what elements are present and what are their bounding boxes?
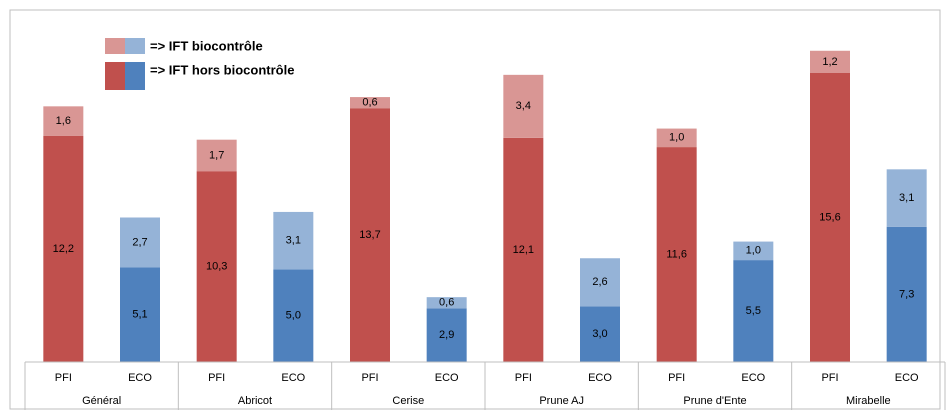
group-label: Prune AJ [539,395,584,407]
value-label: 5,1 [132,309,147,321]
value-label: 3,1 [286,235,301,247]
group-label: Abricot [238,395,272,407]
legend-swatch [125,62,145,90]
value-label: 2,9 [439,329,454,341]
value-label: 5,5 [746,305,761,317]
x-tick-label: ECO [281,372,305,384]
bar-segment [886,169,927,227]
x-tick-label: ECO [435,372,459,384]
legend-label: => IFT hors biocontrôle [150,62,294,77]
bar-segment [580,306,620,362]
value-label: 0,6 [362,97,377,109]
bar-segment [350,97,390,109]
bar-segment [426,308,467,362]
legend-swatch [105,62,125,90]
bar-segment [886,226,927,362]
group-label: Cerise [392,395,424,407]
bar-segment [733,260,774,362]
x-tick-label: PFI [208,372,225,384]
value-label: 0,6 [439,297,454,309]
x-tick-label: PFI [668,372,685,384]
value-label: 7,3 [899,288,914,300]
bar-segment [43,106,84,136]
bar-segment [273,269,314,362]
bar-segment [43,135,84,362]
chart-frame [9,9,941,410]
value-label: 1,0 [669,132,684,144]
bar-segment [810,72,850,362]
legend-swatch [125,38,145,54]
bar-segment [503,74,544,138]
bar-segment [656,147,697,362]
value-label: 1,2 [822,56,837,68]
x-tick-label: ECO [895,372,919,384]
x-tick-label: ECO [128,372,152,384]
legend-swatch [105,38,125,54]
bar-segment [733,241,774,261]
bar-segment [810,50,850,73]
x-tick-label: PFI [55,372,72,384]
group-label: Prune d'Ente [683,395,746,407]
bar-segment [503,137,544,362]
x-tick-label: PFI [361,372,378,384]
bar-segment [580,258,620,307]
value-label: 12,2 [53,243,74,255]
value-label: 12,1 [513,244,534,256]
value-label: 15,6 [819,211,840,223]
bar-segment [426,297,467,309]
value-label: 1,0 [746,245,761,257]
value-label: 3,0 [592,328,607,340]
x-tick-label: PFI [515,372,532,384]
value-label: 2,6 [592,276,607,288]
legend-label: => IFT biocontrôle [150,38,263,53]
group-label: Général [82,395,121,407]
x-tick-label: PFI [821,372,838,384]
x-tick-label: ECO [588,372,612,384]
x-tick-label: ECO [741,372,765,384]
bar-segment [120,267,160,362]
bar-segment [120,217,160,268]
value-label: 2,7 [132,236,147,248]
value-label: 10,3 [206,260,227,272]
bar-segment [196,139,237,172]
bar-segment [196,171,237,362]
value-label: 3,1 [899,192,914,204]
value-label: 13,7 [359,229,380,241]
value-label: 5,0 [286,310,301,322]
bar-segment [273,211,314,270]
value-label: 3,4 [516,100,531,112]
value-label: 1,7 [209,149,224,161]
value-label: 11,6 [666,248,687,260]
group-label: Mirabelle [846,395,891,407]
bar-segment [656,128,697,148]
value-label: 1,6 [56,115,71,127]
bar-segment [350,108,390,362]
